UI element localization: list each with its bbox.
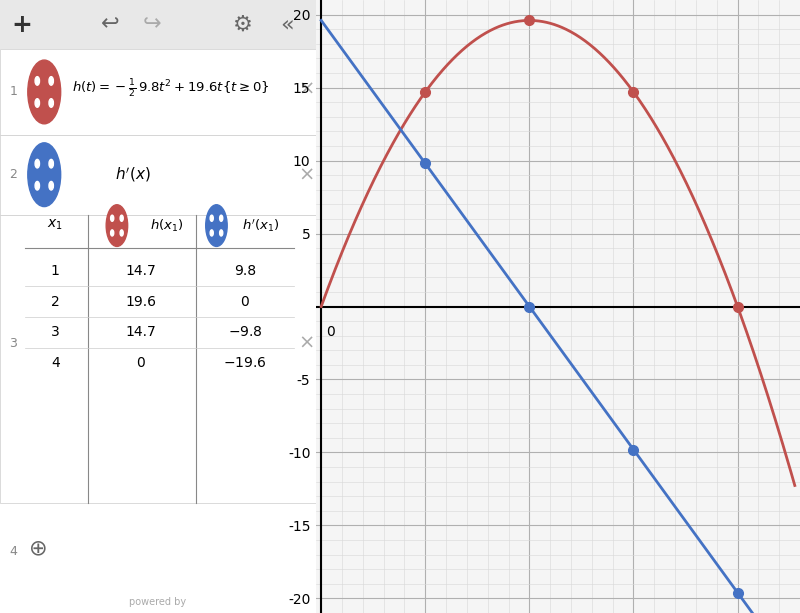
- Circle shape: [110, 215, 114, 221]
- Text: $h(t) = -\frac{1}{2}\,9.8t^2 + 19.6t\{t \geq 0\}$: $h(t) = -\frac{1}{2}\,9.8t^2 + 19.6t\{t …: [72, 78, 270, 100]
- Circle shape: [35, 77, 39, 85]
- Circle shape: [220, 215, 222, 221]
- Circle shape: [49, 77, 54, 85]
- FancyBboxPatch shape: [0, 0, 316, 49]
- Circle shape: [110, 230, 114, 236]
- FancyBboxPatch shape: [0, 49, 316, 135]
- Text: 3: 3: [51, 326, 60, 339]
- Circle shape: [220, 230, 222, 236]
- Circle shape: [106, 205, 128, 246]
- Text: 0: 0: [326, 326, 335, 340]
- Circle shape: [28, 143, 61, 207]
- Text: $h'(x)$: $h'(x)$: [115, 166, 150, 184]
- Text: ×: ×: [298, 334, 314, 352]
- Text: 4: 4: [10, 545, 18, 558]
- Text: ↩: ↩: [102, 15, 120, 34]
- Text: +: +: [12, 12, 33, 37]
- Circle shape: [35, 181, 39, 190]
- Circle shape: [49, 181, 54, 190]
- Text: ↪: ↪: [142, 15, 161, 34]
- Text: ⚙: ⚙: [234, 15, 254, 34]
- Text: 2: 2: [10, 168, 18, 181]
- Text: $-$19.6: $-$19.6: [223, 356, 266, 370]
- Text: 9.8: 9.8: [234, 264, 256, 278]
- Text: $h'(x_1)$: $h'(x_1)$: [242, 217, 279, 234]
- Text: ⊕: ⊕: [29, 539, 47, 558]
- Text: «: «: [281, 15, 294, 34]
- Circle shape: [120, 230, 123, 236]
- Text: $h(x_1)$: $h(x_1)$: [150, 218, 184, 234]
- Circle shape: [120, 215, 123, 221]
- Text: 14.7: 14.7: [126, 326, 156, 339]
- Circle shape: [210, 215, 214, 221]
- Text: 2: 2: [51, 295, 60, 308]
- FancyBboxPatch shape: [0, 215, 316, 503]
- Circle shape: [28, 60, 61, 124]
- Text: 0: 0: [136, 356, 145, 370]
- Text: ×: ×: [298, 80, 314, 98]
- Text: $-$9.8: $-$9.8: [228, 326, 262, 339]
- Text: $x_1$: $x_1$: [47, 217, 63, 232]
- Circle shape: [49, 99, 54, 107]
- Text: 4: 4: [51, 356, 60, 370]
- Text: 1: 1: [10, 85, 18, 99]
- Text: powered by: powered by: [130, 597, 186, 607]
- Circle shape: [206, 205, 227, 246]
- Circle shape: [49, 159, 54, 168]
- Circle shape: [35, 159, 39, 168]
- Text: 3: 3: [10, 337, 18, 350]
- Text: 19.6: 19.6: [125, 295, 156, 308]
- FancyBboxPatch shape: [0, 135, 316, 215]
- Text: 0: 0: [241, 295, 250, 308]
- Text: 14.7: 14.7: [126, 264, 156, 278]
- Circle shape: [35, 99, 39, 107]
- Text: 1: 1: [51, 264, 60, 278]
- Circle shape: [210, 230, 214, 236]
- Text: ×: ×: [298, 166, 314, 184]
